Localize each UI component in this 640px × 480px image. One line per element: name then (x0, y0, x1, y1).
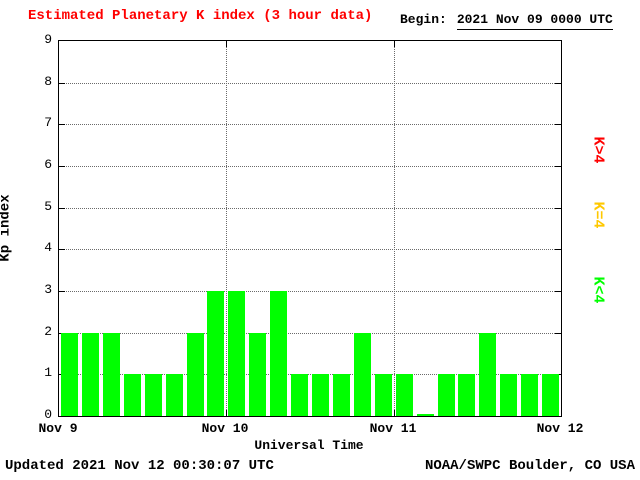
kp-bar (417, 414, 434, 416)
y-tick-label: 9 (44, 32, 52, 47)
kp-bar (61, 333, 78, 416)
x-tick-label: Nov 11 (369, 421, 417, 436)
kp-bar (291, 374, 308, 416)
kp-bar (145, 374, 162, 416)
plot-area (58, 40, 562, 417)
kp-bar (542, 374, 559, 416)
y-tick-label: 1 (44, 365, 52, 381)
y-tick-label: 0 (44, 407, 52, 422)
gridline-horizontal (59, 291, 561, 292)
y-tick-label: 8 (44, 73, 52, 89)
x-tick-label: Nov 9 (38, 421, 78, 436)
y-axis-title: Kp index (0, 194, 14, 262)
kp-bar (333, 374, 350, 416)
begin-group: Begin: 2021 Nov 09 0000 UTC (400, 12, 613, 30)
gridline-horizontal (59, 207, 561, 209)
y-tick-right (555, 249, 561, 251)
x-axis-title: Universal Time (254, 438, 364, 453)
kp-bar (124, 374, 141, 416)
y-tick-left (59, 291, 65, 292)
kp-bar (458, 374, 475, 416)
y-tick-label: 2 (44, 323, 52, 339)
kp-bar (249, 333, 266, 416)
gridline-horizontal (59, 374, 561, 376)
gridline-horizontal (59, 249, 561, 251)
y-tick-left (59, 82, 65, 84)
kp-bar (354, 333, 371, 416)
kp-bar (521, 374, 538, 416)
x-tick-top (226, 41, 227, 47)
gridline-horizontal (59, 166, 561, 167)
x-tick-bottom (394, 410, 395, 416)
kp-bar (207, 291, 224, 416)
legend-label-k-lt-4: K<4 (589, 276, 607, 304)
x-tick-bottom (226, 410, 227, 416)
gridline-horizontal (59, 82, 561, 84)
y-tick-right (555, 124, 561, 126)
kp-bar (228, 291, 245, 416)
x-tick-top (394, 41, 395, 47)
y-tick-label: 6 (44, 157, 52, 172)
kp-bar (103, 333, 120, 416)
kp-bar (270, 291, 287, 416)
kp-bar (438, 374, 455, 416)
y-tick-right (555, 207, 561, 209)
begin-label: Begin: (400, 12, 447, 27)
kp-bar (312, 374, 329, 416)
y-tick-label: 3 (44, 282, 52, 297)
kp-bar (396, 374, 413, 416)
kp-bar (500, 374, 517, 416)
y-tick-right (555, 291, 561, 292)
y-tick-left (59, 207, 65, 209)
y-tick-right (555, 82, 561, 84)
y-tick-right (555, 166, 561, 167)
chart-title: Estimated Planetary K index (3 hour data… (28, 8, 373, 24)
begin-value: 2021 Nov 09 0000 UTC (456, 12, 613, 30)
gridline-vertical (394, 41, 395, 416)
gridline-vertical (226, 41, 227, 416)
y-tick-left (59, 124, 65, 126)
kp-bar (187, 333, 204, 416)
legend-label-k-gt-4: K>4 (589, 136, 607, 164)
gridline-horizontal (59, 124, 561, 126)
kp-bar (82, 333, 99, 416)
y-tick-right (555, 332, 561, 334)
gridline-horizontal (59, 332, 561, 334)
source-credit: NOAA/SWPC Boulder, CO USA (424, 458, 635, 474)
x-tick-label: Nov 12 (536, 421, 584, 436)
y-tick-label: 4 (44, 240, 52, 256)
y-tick-left (59, 249, 65, 251)
y-tick-label: 7 (44, 115, 52, 131)
updated-timestamp: Updated 2021 Nov 12 00:30:07 UTC (5, 458, 274, 474)
x-tick-label: Nov 10 (201, 421, 249, 436)
y-tick-label: 5 (44, 198, 52, 214)
kp-bar (479, 333, 496, 416)
kp-bar (166, 374, 183, 416)
legend-label-k-eq-4: K=4 (589, 201, 607, 229)
y-tick-left (59, 166, 65, 167)
kp-bar (375, 374, 392, 416)
